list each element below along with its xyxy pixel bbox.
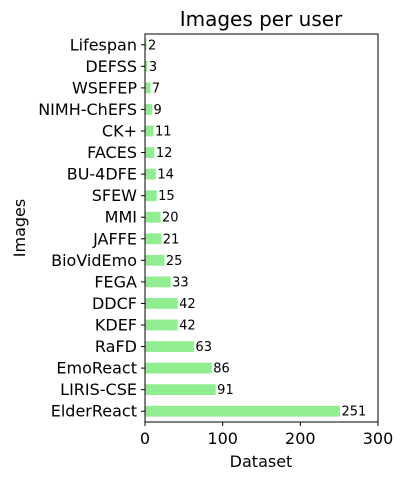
y-axis-label: Images bbox=[10, 199, 29, 257]
y-ticks-layer: ElderReact LIRIS-CSE EmoReact RaFD KDEF DDCF F… bbox=[38, 35, 145, 421]
plot-area-frame bbox=[144, 33, 379, 423]
y-tick-label: KDEF bbox=[95, 316, 137, 335]
y-tick-label: EmoReact bbox=[56, 359, 137, 378]
bar-biovidemo bbox=[145, 254, 165, 266]
bar-wsefep bbox=[145, 82, 151, 94]
bar-jaffe bbox=[145, 233, 162, 245]
bar-ck- bbox=[145, 125, 154, 137]
bar-fega bbox=[145, 276, 171, 288]
bar-ddcf bbox=[145, 298, 178, 309]
bar-sfew bbox=[145, 190, 157, 202]
y-tick-label: SFEW bbox=[92, 186, 137, 205]
bar-value-label: 21 bbox=[163, 232, 180, 247]
bar-nimh-chefs bbox=[145, 104, 152, 115]
bar-value-label: 42 bbox=[179, 297, 196, 312]
bar-value-label: 63 bbox=[195, 340, 212, 355]
bar-value-label: 3 bbox=[149, 60, 157, 75]
chart-title: Images per user bbox=[180, 7, 343, 31]
y-tick-label: MMI bbox=[105, 208, 137, 227]
bar-value-label: 9 bbox=[153, 103, 161, 118]
y-tick-label: CK+ bbox=[102, 122, 137, 141]
bar-defss bbox=[145, 60, 148, 72]
bar-value-label: 20 bbox=[162, 211, 179, 226]
y-tick-label: WSEFEP bbox=[72, 78, 137, 97]
x-tick-label: 0 bbox=[140, 429, 150, 448]
bar-value-label: 251 bbox=[341, 405, 366, 420]
bar-liris-cse bbox=[145, 384, 216, 396]
y-tick-label: DEFSS bbox=[85, 57, 137, 76]
y-tick-label: LIRIS-CSE bbox=[60, 380, 137, 399]
bar-value-label: 33 bbox=[172, 275, 189, 290]
bar-elderreact bbox=[145, 405, 340, 417]
x-ticks-layer: 0 100 200 300 bbox=[140, 422, 393, 448]
x-tick-label: 100 bbox=[207, 429, 238, 448]
y-tick-label: JAFFE bbox=[92, 229, 137, 248]
bar-value-label: 12 bbox=[156, 146, 173, 161]
bar-value-label: 86 bbox=[213, 362, 230, 377]
bar-value-label: 2 bbox=[148, 38, 156, 53]
y-tick-label: FEGA bbox=[94, 272, 137, 291]
bar-lifespan bbox=[145, 39, 147, 51]
y-tick-label: BU-4DFE bbox=[67, 165, 137, 184]
bar-rafd bbox=[145, 341, 194, 352]
x-tick-label: 300 bbox=[363, 429, 394, 448]
bar-value-label: 42 bbox=[179, 319, 196, 334]
x-axis-label: Dataset bbox=[230, 452, 293, 471]
y-tick-label: FACES bbox=[87, 143, 137, 162]
bar-bu-4dfe bbox=[145, 168, 156, 180]
bar-value-label: 11 bbox=[155, 125, 172, 140]
bar-value-label: 15 bbox=[158, 189, 175, 204]
y-tick-label: BioVidEmo bbox=[51, 251, 137, 270]
bar-value-label: 25 bbox=[166, 254, 183, 269]
bar-value-label: 91 bbox=[217, 383, 234, 398]
y-tick-label: NIMH-ChEFS bbox=[38, 100, 137, 119]
bar-value-label: 7 bbox=[152, 81, 160, 96]
y-tick-label: DDCF bbox=[92, 294, 137, 313]
bar-emoreact bbox=[145, 362, 212, 374]
y-tick-label: Lifespan bbox=[70, 35, 137, 54]
bar-value-label: 14 bbox=[157, 168, 174, 183]
bar-faces bbox=[145, 147, 155, 158]
x-tick-label: 200 bbox=[285, 429, 316, 448]
bars-layer bbox=[145, 39, 340, 417]
y-tick-label: ElderReact bbox=[51, 402, 137, 421]
y-tick-label: RaFD bbox=[95, 337, 137, 356]
bar-kdef bbox=[145, 319, 178, 331]
bar-mmi bbox=[145, 211, 161, 223]
